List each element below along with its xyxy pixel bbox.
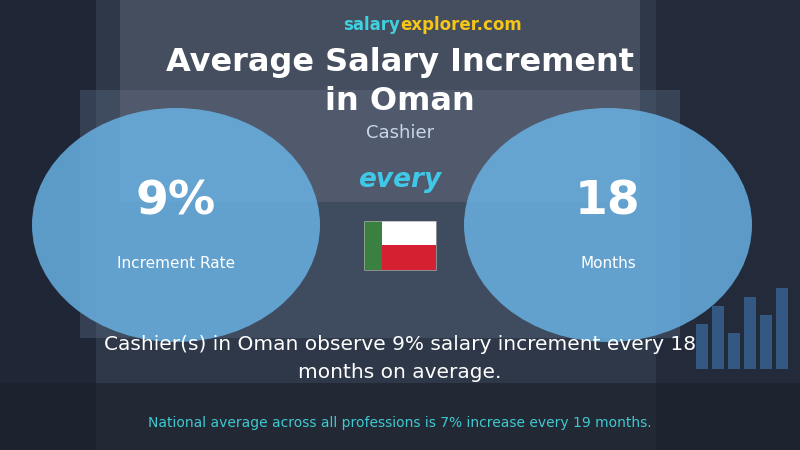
Text: in Oman: in Oman — [325, 86, 475, 117]
Bar — [0, 0, 96, 450]
Ellipse shape — [32, 108, 320, 342]
Text: Average Salary Increment: Average Salary Increment — [166, 47, 634, 78]
Text: Cashier(s) in Oman observe 9% salary increment every 18
months on average.: Cashier(s) in Oman observe 9% salary inc… — [104, 335, 696, 382]
Bar — [0, 382, 800, 450]
Bar — [80, 90, 680, 338]
Bar — [760, 315, 772, 369]
Text: every: every — [358, 167, 442, 193]
Bar — [364, 220, 436, 270]
Text: 9%: 9% — [136, 180, 216, 225]
Bar — [696, 324, 708, 369]
Bar — [120, 0, 640, 202]
Bar — [744, 297, 756, 369]
Bar — [364, 220, 382, 270]
Text: Increment Rate: Increment Rate — [117, 256, 235, 271]
Bar — [728, 333, 740, 369]
Bar — [364, 220, 436, 245]
Bar — [364, 245, 436, 270]
Text: National average across all professions is 7% increase every 19 months.: National average across all professions … — [148, 416, 652, 430]
Text: Months: Months — [580, 256, 636, 271]
Text: salary: salary — [343, 16, 400, 34]
Bar — [712, 306, 724, 369]
Text: explorer.com: explorer.com — [400, 16, 522, 34]
Ellipse shape — [464, 108, 752, 342]
Text: 18: 18 — [575, 180, 641, 225]
Bar — [656, 0, 800, 450]
Text: Cashier: Cashier — [366, 124, 434, 142]
Bar — [776, 288, 788, 369]
